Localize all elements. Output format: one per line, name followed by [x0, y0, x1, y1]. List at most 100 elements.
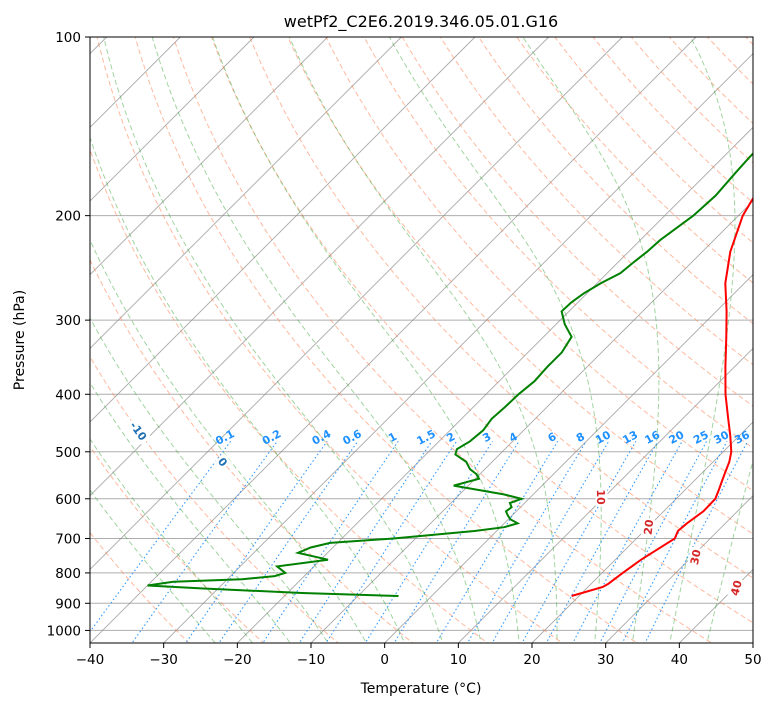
dry-adiabat-110 — [439, 37, 753, 366]
mixing-ratio-label-group-16: 30 — [712, 428, 732, 447]
mixing-ratio-label-group-5: 1.5 — [414, 427, 437, 448]
mixing-ratio-line-1 — [131, 440, 278, 643]
dry-adiabat-10 — [90, 148, 489, 643]
mixing-ratio-label-group-17: 36 — [732, 428, 752, 447]
moist-adiabat-10 — [103, 37, 444, 643]
moist-adiabat-label-3-bg — [727, 577, 744, 599]
dry-adiabat-80 — [325, 37, 753, 492]
mixing-ratio-label-2: 0.4 — [310, 427, 334, 448]
x-tick-label-7: 30 — [597, 652, 614, 668]
x-axis-label: Temperature (°C) — [360, 681, 482, 697]
dry-adiabat-40 — [172, 37, 713, 643]
mixing-ratio-line-9 — [435, 441, 559, 643]
dry-adiabat-label-9-bg — [126, 416, 152, 445]
mixing-ratio-line-5 — [298, 440, 433, 643]
mixing-ratio-line-12 — [521, 441, 637, 643]
mixing-ratio-label-14: 20 — [667, 428, 687, 447]
mixing-ratio-label-group-2: 0.4 — [310, 427, 334, 448]
mixing-ratio-label-9: 6 — [546, 430, 559, 445]
moist-adiabat--5 — [90, 316, 329, 643]
moist-adiabat-5 — [90, 136, 406, 643]
isotherm-50 — [752, 642, 753, 643]
y-tick-label-3: 400 — [55, 387, 81, 403]
y-axis-label: Pressure (hPa) — [12, 290, 28, 390]
mixing-ratio-label-group-11: 10 — [593, 428, 613, 447]
dry-adiabat--10 — [90, 355, 339, 643]
mixing-ratio-line-0 — [90, 440, 232, 633]
moist-adiabat--15 — [90, 438, 254, 643]
axes: −40 −30 −20 −10 0 10 20 30 40 5010020030040050060… — [47, 30, 762, 668]
mixing-ratio-label-12: 13 — [620, 428, 640, 447]
moist-adiabat--10 — [90, 381, 291, 643]
mixing-ratio-label-5: 1.5 — [414, 427, 437, 448]
y-tick-label-7: 800 — [55, 566, 81, 582]
mixing-ratio-label-16: 30 — [712, 428, 732, 447]
moist-adiabat-40 — [669, 37, 736, 643]
dry-adiabat-30 — [134, 37, 638, 643]
x-tick-label-9: 50 — [744, 652, 761, 668]
dry-adiabat--20 — [90, 445, 265, 643]
mixing-ratio-label-15: 25 — [691, 428, 711, 447]
mixing-ratio-line-4 — [262, 440, 399, 643]
isotherm--50 — [90, 37, 623, 570]
isotherm-30 — [605, 495, 753, 643]
y-tick-label-0: 100 — [55, 30, 81, 46]
plot-frame — [89, 36, 754, 644]
y-tick-label-5: 600 — [55, 492, 81, 508]
dry-adiabat-90 — [363, 37, 753, 449]
chart-title: wetPf2_C2E6.2019.346.05.01.G16 — [284, 12, 558, 32]
mixing-ratio-label-13: 16 — [643, 428, 663, 447]
mixing-ratio-label-group-0: 0.1 — [213, 427, 236, 448]
isotherm--10 — [310, 200, 753, 643]
isotherm--80 — [90, 37, 402, 349]
mixing-ratio-line-14 — [572, 441, 683, 643]
dry-adiabat-130 — [516, 37, 753, 284]
mixing-ratio-line-11 — [491, 441, 610, 643]
mixing-ratio-label-group-3: 0.6 — [340, 427, 364, 448]
y-tick-label-9: 1000 — [47, 623, 81, 639]
moist-adiabat-label-0: 10 — [594, 489, 607, 505]
dry-adiabat-0 — [90, 258, 414, 643]
dry-adiabat-50 — [211, 37, 753, 624]
moist-adiabat-label-1-group: 20 — [640, 517, 657, 537]
x-tick-label-0: −40 — [76, 652, 105, 668]
line-labels: 0.10.20.40.611.52346810131620253036-100-… — [126, 416, 752, 599]
dry-adiabat-label-10-bg — [214, 453, 232, 470]
x-tick-label-3: −10 — [297, 652, 326, 668]
moist-adiabat-label-0-bg — [595, 487, 608, 507]
moist-adiabat-35 — [522, 37, 660, 643]
dry-adiabat--30 — [90, 531, 190, 643]
moist-adiabat--20 — [90, 489, 216, 643]
y-tick-label-2: 300 — [55, 313, 81, 329]
y-tick-label-6: 700 — [55, 532, 81, 548]
dry-adiabat-140 — [554, 37, 753, 244]
moist-adiabat-0 — [90, 238, 367, 643]
moist-adiabat-45 — [706, 458, 753, 643]
x-tick-label-6: 20 — [523, 652, 540, 668]
mixing-ratio-label-group-14: 20 — [667, 428, 687, 447]
moist-adiabat-label-2: 30 — [688, 548, 704, 566]
mixing-ratio-label-1: 0.2 — [260, 427, 283, 448]
mixing-ratio-line-10 — [466, 441, 587, 643]
mixing-ratio-label-group-1: 0.2 — [260, 427, 283, 448]
x-tick-label-1: −30 — [149, 652, 178, 668]
mixing-ratio-label-group-13: 16 — [643, 428, 663, 447]
moist-adiabat-label-3-group: 40 — [727, 577, 745, 599]
x-tick-label-5: 10 — [450, 652, 467, 668]
dry-adiabat-100 — [401, 37, 753, 407]
dewpoint-profile-line — [147, 152, 753, 597]
moist-adiabat-25 — [288, 37, 558, 643]
temperature-profile-line — [571, 196, 753, 597]
isotherm--60 — [90, 37, 549, 497]
mixing-ratio-label-11: 10 — [593, 428, 613, 447]
dry-adiabat-70 — [287, 37, 753, 535]
background-lines — [90, 37, 753, 643]
mixing-ratio-label-0: 0.1 — [213, 427, 236, 448]
dry-adiabat-170 — [669, 37, 753, 125]
y-tick-label-1: 200 — [55, 209, 81, 225]
moist-adiabat-label-1: 20 — [642, 519, 657, 536]
moist-adiabat-label-2-group: 30 — [687, 546, 704, 568]
mixing-ratio-line-15 — [599, 441, 708, 643]
mixing-ratio-label-group-9: 6 — [546, 430, 559, 445]
